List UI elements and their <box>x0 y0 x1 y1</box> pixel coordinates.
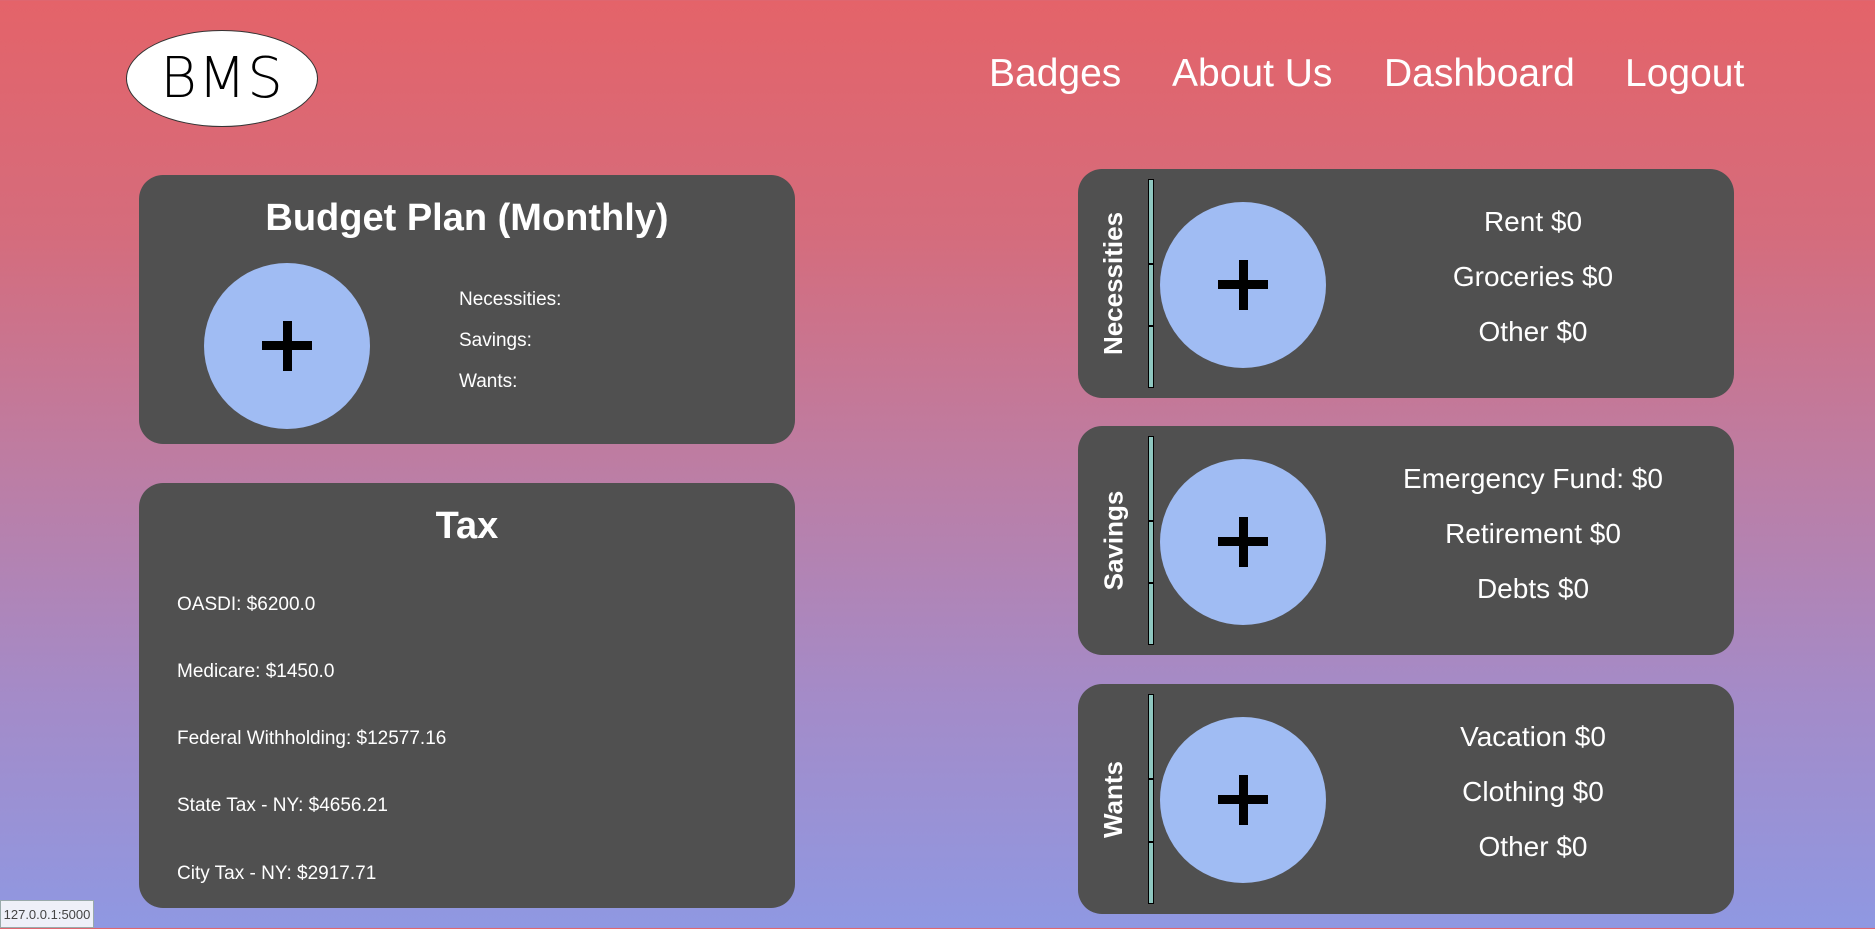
tax-item: Medicare: $1450.0 <box>177 661 335 682</box>
nav-about-us[interactable]: About Us <box>1172 52 1333 95</box>
add-necessities-button[interactable] <box>1160 202 1326 368</box>
browser-status-url: 127.0.0.1:5000 <box>0 900 94 928</box>
savings-heading: Savings <box>1098 490 1129 591</box>
add-budget-button[interactable] <box>204 263 370 429</box>
necessities-heading: Necessities <box>1098 211 1129 356</box>
necessities-label: Necessities: <box>459 289 562 310</box>
necessities-progress-bar <box>1148 179 1154 388</box>
tax-card: Tax OASDI: $6200.0 Medicare: $1450.0 Fed… <box>139 483 795 908</box>
tax-title: Tax <box>435 505 499 547</box>
savings-item: Emergency Fund: $0 <box>1403 463 1663 494</box>
wants-item: Other $0 <box>1478 831 1588 862</box>
budget-plan-card: Budget Plan (Monthly) Necessities: Savin… <box>139 175 795 444</box>
wants-card: Wants Vacation $0 Clothing $0 Other $0 <box>1078 684 1734 914</box>
savings-label: Savings: <box>459 330 532 351</box>
savings-card: Savings Emergency Fund: $0 Retirement $0… <box>1078 426 1734 655</box>
nav-dashboard[interactable]: Dashboard <box>1384 52 1575 95</box>
add-wants-button[interactable] <box>1160 717 1326 883</box>
wants-item: Vacation $0 <box>1460 721 1606 752</box>
wants-progress-bar <box>1148 694 1154 904</box>
savings-item: Debts $0 <box>1476 573 1590 604</box>
savings-progress-bar <box>1148 436 1154 645</box>
necessities-item: Groceries $0 <box>1452 261 1614 292</box>
necessities-card: Necessities Rent $0 Groceries $0 Other $… <box>1078 169 1734 398</box>
tax-item: OASDI: $6200.0 <box>177 594 316 615</box>
add-savings-button[interactable] <box>1160 459 1326 625</box>
tax-item: City Tax - NY: $2917.71 <box>177 863 377 884</box>
logo[interactable]: BMS <box>126 30 318 127</box>
wants-heading: Wants <box>1098 760 1129 838</box>
savings-item: Retirement $0 <box>1445 518 1621 549</box>
wants-label: Wants: <box>459 371 518 392</box>
necessities-item: Other $0 <box>1478 316 1588 347</box>
nav-logout[interactable]: Logout <box>1625 52 1745 95</box>
nav-badges[interactable]: Badges <box>989 52 1122 95</box>
tax-item: Federal Withholding: $12577.16 <box>177 728 447 749</box>
wants-item: Clothing $0 <box>1462 776 1604 807</box>
necessities-item: Rent $0 <box>1483 206 1583 237</box>
tax-item: State Tax - NY: $4656.21 <box>177 795 388 816</box>
budget-plan-title: Budget Plan (Monthly) <box>265 197 669 239</box>
